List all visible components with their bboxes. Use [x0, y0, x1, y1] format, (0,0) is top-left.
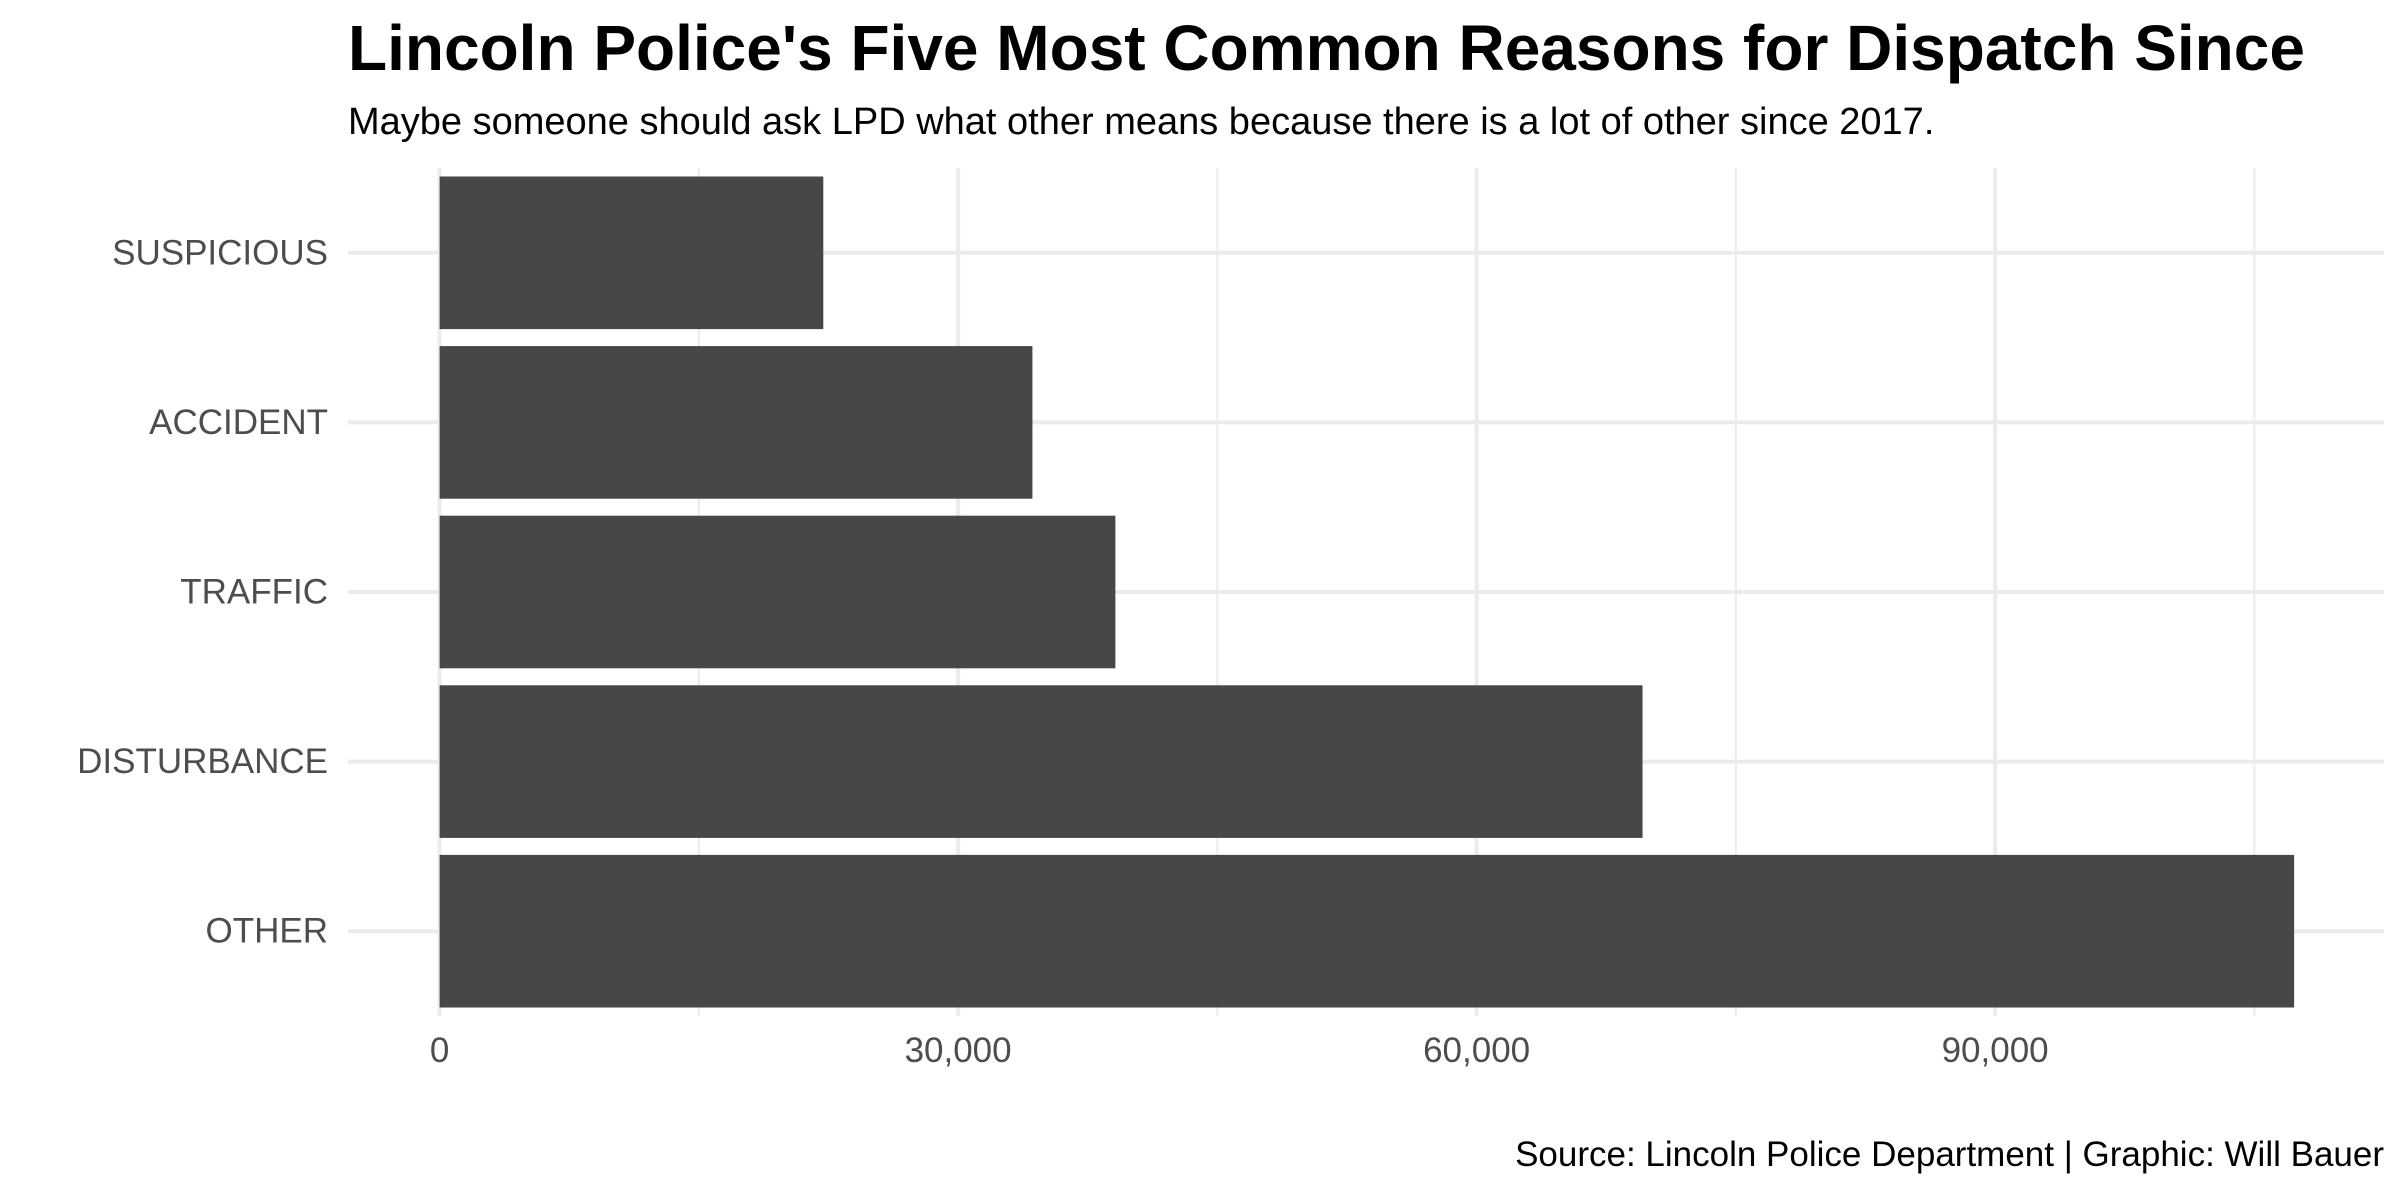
x-axis-labels: 0 30,000 60,000 90,000	[430, 1031, 2049, 1070]
x-tick-label: 90,000	[1942, 1031, 2049, 1070]
bar-other	[439, 854, 2295, 1008]
bar-accident	[439, 346, 1033, 499]
chart-subtitle: Maybe someone should ask LPD what other …	[348, 101, 1935, 143]
bars	[439, 176, 2295, 1008]
chart-title: Lincoln Police's Five Most Common Reason…	[348, 12, 2305, 84]
bar-traffic	[439, 515, 1116, 669]
x-tick-label: 60,000	[1423, 1031, 1530, 1070]
x-tick-label: 30,000	[905, 1031, 1012, 1070]
y-axis-labels: SUSPICIOUS ACCIDENT TRAFFIC DISTURBANCE OTHE…	[77, 233, 328, 950]
bar-suspicious	[439, 176, 824, 330]
y-tick-label-traffic: TRAFFIC	[180, 573, 328, 612]
bar-disturbance	[439, 685, 1643, 838]
y-tick-label-accident: ACCIDENT	[149, 403, 328, 442]
y-tick-label-other: OTHER	[206, 912, 329, 951]
chart-caption: Source: Lincoln Police Department | Grap…	[1515, 1135, 2384, 1174]
x-tick-label: 0	[430, 1031, 449, 1070]
y-tick-label-suspicious: SUSPICIOUS	[112, 233, 328, 272]
y-tick-label-disturbance: DISTURBANCE	[77, 742, 328, 781]
